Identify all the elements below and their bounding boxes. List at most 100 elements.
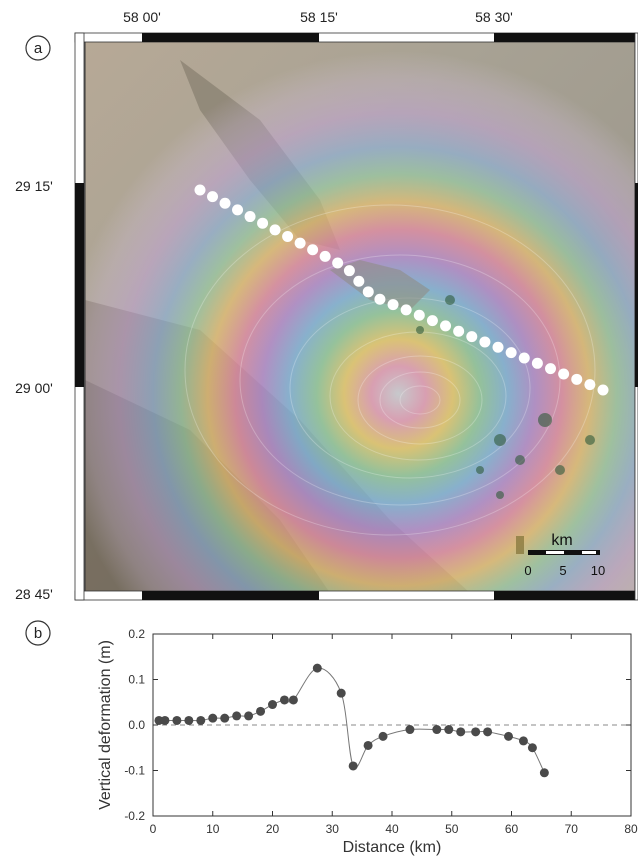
y-tick-label: -0.1 [124,764,145,778]
lat-label-29-15: 29 15' [15,178,53,194]
profile-point [571,373,583,385]
y-axis: -0.2 -0.1 0.0 0.1 0.2 [124,627,631,823]
y-tick-label: 0.1 [128,673,145,687]
y-axis-label: Vertical deformation (m) [97,640,114,810]
data-point [518,736,528,746]
deformation-curve [158,667,545,773]
profile-point [294,237,306,249]
data-point [232,711,242,721]
data-point [256,706,266,716]
profile-panel: b 0 10 20 30 40 50 60 70 80 -0.2 -0.1 0.0 0.1 0.2 Di… [25,620,638,856]
lat-label-28-45: 28 45' [15,586,53,602]
data-point [160,715,170,725]
data-point [184,715,194,725]
profile-point [232,204,244,216]
lat-label-29-00: 29 00' [15,380,53,396]
profile-point [244,211,256,223]
data-point [244,711,254,721]
data-point [172,715,182,725]
data-point [363,740,373,750]
profile-point [466,331,478,343]
x-tick-label: 80 [624,822,638,836]
profile-point [545,363,557,375]
data-point [268,700,277,710]
lon-label-58-00: 58 00' [123,9,161,25]
data-point [432,725,442,735]
map-border-bars [74,32,638,601]
panel-a-circle [25,35,51,61]
profile-point [307,244,319,256]
data-point [504,731,514,741]
profile-point [387,299,399,311]
profile-point [319,250,331,262]
top-coordinate-labels: 58 00' 58 15' 58 30' [123,9,513,25]
scale-bar-tick-5: 5 [559,563,566,578]
profile-point [505,347,517,359]
profile-point [343,265,355,277]
x-tick-label: 10 [206,822,220,836]
profile-point [332,257,344,269]
profile-point [257,217,269,229]
profile-point [362,286,374,298]
scale-bar-tick-0: 0 [524,563,531,578]
data-point [471,727,481,737]
panel-b-circle [25,620,51,646]
profile-point [440,320,452,332]
profile-point [453,325,465,337]
x-tick-label: 30 [326,822,340,836]
scale-bar: km 0 5 10 [516,532,605,578]
data-point [456,727,466,737]
data-point [220,713,230,723]
x-tick-label: 20 [266,822,280,836]
left-coordinate-labels: 29 15' 29 00' 28 45' [15,178,53,602]
data-point [378,731,388,741]
map-panel: a 58 00' 58 15' 58 30' 29 15' 29 00' 28 … [15,9,638,602]
fringe-rings [184,204,596,536]
profile-point [492,341,504,353]
x-tick-label: 0 [150,822,157,836]
profile-point [413,309,425,321]
profile-point [400,304,412,316]
data-point [348,761,358,771]
x-axis: 0 10 20 30 40 50 60 70 80 [150,634,638,836]
vegetation-patches [416,295,595,499]
profile-point [426,315,438,327]
lon-label-58-30: 58 30' [475,9,513,25]
data-point [336,688,346,698]
profile-point [597,384,609,396]
data-point [196,715,206,725]
profile-point [269,224,281,236]
x-axis-label: Distance (km) [343,839,442,856]
profile-point [531,357,543,369]
profile-point [518,352,530,364]
profile-point [584,379,596,391]
data-point [288,695,298,705]
scale-bar-marker [516,536,524,554]
y-tick-label: -0.2 [124,809,145,823]
profile-point [194,184,206,196]
data-point [539,768,549,778]
data-point [483,727,493,737]
profile-point [282,230,294,242]
x-tick-label: 40 [385,822,399,836]
panel-a-label: a [34,40,43,57]
data-series [154,663,549,778]
x-tick-label: 70 [565,822,579,836]
data-point [312,663,322,673]
profile-point [479,336,491,348]
data-point [405,725,415,735]
y-tick-label: 0.0 [128,718,145,732]
x-tick-label: 60 [505,822,519,836]
x-tick-label: 50 [445,822,459,836]
insar-image [85,40,635,593]
profile-point [219,197,231,209]
profile-point [558,368,570,380]
profile-point [353,275,365,287]
profile-track [194,184,609,396]
data-point [527,743,537,753]
data-point [444,725,454,735]
scale-bar-unit: km [551,532,572,549]
data-point [279,695,289,705]
lon-label-58-15: 58 15' [300,9,338,25]
